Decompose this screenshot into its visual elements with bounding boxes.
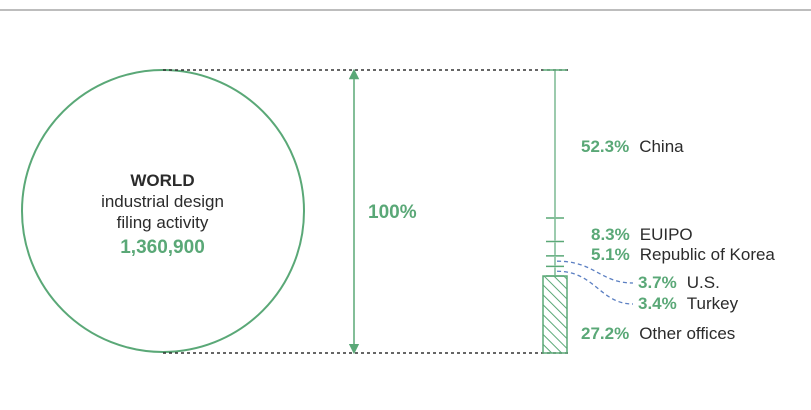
- share-name: Republic of Korea: [639, 245, 775, 264]
- total-percent-label: 100%: [368, 202, 417, 223]
- share-label-turkey: 3.4% Turkey: [638, 294, 738, 314]
- world-subtitle-line2: filing activity: [116, 213, 209, 232]
- connector-us: [556, 260, 634, 284]
- world-total: 1,360,900: [120, 237, 205, 258]
- share-label-other: 27.2% Other offices: [581, 324, 735, 344]
- share-name: China: [639, 137, 684, 156]
- share-pct: 3.7%: [638, 273, 677, 292]
- share-name: U.S.: [686, 273, 720, 292]
- share-pct: 8.3%: [591, 225, 630, 244]
- share-name: Other offices: [639, 324, 736, 343]
- share-label-korea: 5.1% Republic of Korea: [591, 245, 775, 265]
- share-pct: 3.4%: [638, 294, 677, 313]
- world-subtitle-line1: industrial design: [101, 192, 224, 211]
- world-title: WORLD: [130, 171, 195, 190]
- share-name: EUIPO: [639, 225, 693, 244]
- share-name: Turkey: [686, 294, 739, 313]
- other-offices-block: [542, 275, 568, 354]
- share-label-euipo: 8.3% EUIPO: [591, 225, 693, 245]
- share-bar: [542, 69, 634, 354]
- connector-turkey: [556, 270, 634, 305]
- share-pct: 27.2%: [581, 324, 630, 343]
- share-label-us: 3.7% U.S.: [638, 273, 720, 293]
- share-pct: 5.1%: [591, 245, 630, 264]
- share-pct: 52.3%: [581, 137, 630, 156]
- share-label-china: 52.3% China: [581, 137, 684, 157]
